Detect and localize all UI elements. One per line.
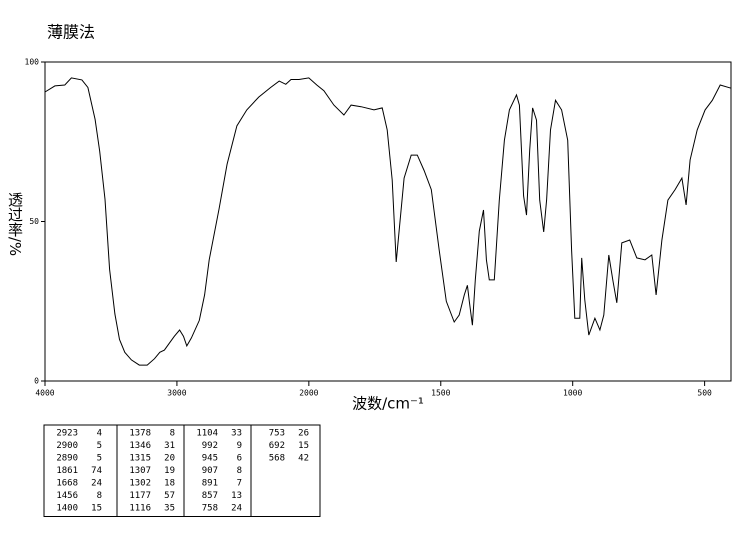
peak-wavenumber: 1400	[56, 504, 78, 514]
peak-transmittance: 9	[237, 441, 242, 451]
peak-wavenumber: 857	[202, 491, 218, 501]
peak-wavenumber: 1302	[129, 479, 151, 489]
peak-wavenumber: 568	[269, 454, 285, 464]
y-tick-label: 50	[29, 217, 39, 226]
peak-transmittance: 20	[164, 454, 175, 464]
peak-wavenumber: 692	[269, 441, 285, 451]
y-tick-label: 100	[25, 58, 40, 67]
peak-wavenumber: 891	[202, 479, 218, 489]
peak-transmittance: 13	[231, 491, 242, 501]
peak-transmittance: 8	[170, 429, 175, 439]
x-tick-label: 1000	[563, 389, 582, 398]
peak-wavenumber: 1861	[56, 466, 78, 476]
peak-transmittance: 15	[298, 441, 309, 451]
peak-wavenumber: 1307	[129, 466, 151, 476]
peak-wavenumber: 2900	[56, 441, 78, 451]
peak-wavenumber: 2923	[56, 429, 78, 439]
y-axis-label: 透过率/%	[6, 192, 24, 256]
x-tick-label: 1500	[431, 389, 450, 398]
peak-transmittance: 8	[237, 466, 242, 476]
peak-wavenumber: 992	[202, 441, 218, 451]
x-axis-label: 波数/cm⁻¹	[352, 395, 424, 413]
peak-transmittance: 7	[237, 479, 242, 489]
peak-wavenumber: 1315	[129, 454, 151, 464]
peak-wavenumber: 1378	[129, 429, 151, 439]
table-frame	[43, 424, 321, 517]
peak-wavenumber: 1346	[129, 441, 151, 451]
peak-wavenumber: 945	[202, 454, 218, 464]
peak-transmittance: 19	[164, 466, 175, 476]
peak-wavenumber: 2890	[56, 454, 78, 464]
peak-wavenumber: 758	[202, 504, 218, 514]
x-tick-label: 500	[697, 389, 712, 398]
peak-transmittance: 31	[164, 441, 175, 451]
x-tick-label: 3000	[167, 389, 186, 398]
peak-transmittance: 6	[237, 454, 242, 464]
x-tick-label: 2000	[299, 389, 318, 398]
peak-transmittance: 24	[91, 479, 102, 489]
peak-transmittance: 24	[231, 504, 242, 514]
peak-transmittance: 33	[231, 429, 242, 439]
peak-wavenumber: 1104	[196, 429, 218, 439]
y-tick-label: 0	[34, 377, 39, 386]
peak-transmittance: 5	[97, 441, 102, 451]
peak-transmittance: 35	[164, 504, 175, 514]
plot-frame	[44, 61, 732, 382]
peak-transmittance: 57	[164, 491, 175, 501]
peak-transmittance: 4	[97, 429, 102, 439]
peak-transmittance: 15	[91, 504, 102, 514]
peak-transmittance: 8	[97, 491, 102, 501]
peak-transmittance: 74	[91, 466, 102, 476]
peak-transmittance: 42	[298, 454, 309, 464]
spectrum-line	[44, 77, 732, 366]
peak-wavenumber: 1177	[129, 491, 151, 501]
x-tick-label: 4000	[35, 389, 54, 398]
peak-wavenumber: 1116	[129, 504, 151, 514]
peak-wavenumber: 1456	[56, 491, 78, 501]
peak-wavenumber: 907	[202, 466, 218, 476]
chart-title: 薄膜法	[47, 23, 95, 42]
peak-transmittance: 5	[97, 454, 102, 464]
peak-transmittance: 18	[164, 479, 175, 489]
peak-transmittance: 26	[298, 429, 309, 439]
peak-wavenumber: 753	[269, 429, 285, 439]
peak-wavenumber: 1668	[56, 479, 78, 489]
